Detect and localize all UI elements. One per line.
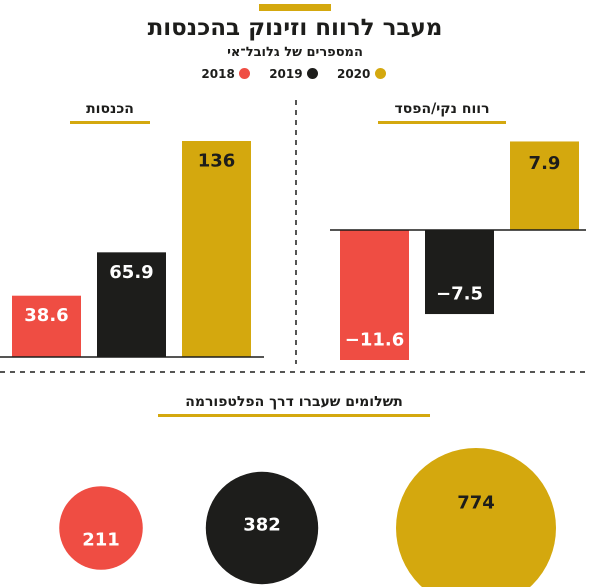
legend-label-2020: 2020 [336, 67, 371, 81]
payments-value-label-2020: 774 [457, 493, 495, 514]
legend: 2018 2019 2020 [0, 66, 590, 82]
legend-dot-2019 [306, 68, 318, 79]
chart-title: מעבר לרווח וזינוק בהכנסות [147, 15, 443, 41]
payments-panel-title: תשלומים שעברו דרך הפלטפורמה [158, 393, 430, 417]
profit-bar-2018 [340, 230, 409, 360]
profit-value-label-2018: −11.6 [345, 330, 405, 351]
revenue-panel-title: הכנסות [70, 100, 150, 124]
profit-value-label-2020: 7.9 [529, 153, 561, 174]
title-accent-bar [259, 4, 331, 11]
legend-item-2019: 2019 [269, 66, 321, 82]
revenue-bar-2018 [12, 295, 81, 357]
legend-item-2020: 2020 [337, 66, 389, 82]
legend-label-2019: 2019 [269, 67, 303, 81]
profit-bar-2020 [510, 141, 579, 230]
legend-dot-2018 [239, 68, 251, 79]
revenue-bar-2020 [182, 141, 251, 357]
payments-bubble-2019 [205, 471, 319, 585]
revenue-value-label-2018: 38.6 [24, 305, 68, 326]
legend-item-2018: 2018 [201, 66, 253, 82]
profit-bar-2019 [425, 230, 494, 315]
payments-bubble-2018 [59, 486, 143, 570]
payments-value-label-2018: 211 [82, 530, 120, 551]
payments-bubble-2020 [396, 448, 556, 587]
revenue-value-label-2020: 136 [198, 151, 236, 172]
legend-dot-2020 [374, 68, 386, 79]
profit-value-label-2019: −7.5 [436, 284, 483, 305]
chart-subtitle: המספרים של גלובל־אי [227, 45, 363, 60]
payments-value-label-2019: 382 [243, 515, 281, 536]
profit-panel-title: רווח נקי/הפסד [378, 100, 506, 124]
revenue-value-label-2019: 65.9 [109, 262, 153, 283]
revenue-bar-2019 [97, 252, 166, 357]
legend-label-2018: 2018 [201, 67, 235, 81]
